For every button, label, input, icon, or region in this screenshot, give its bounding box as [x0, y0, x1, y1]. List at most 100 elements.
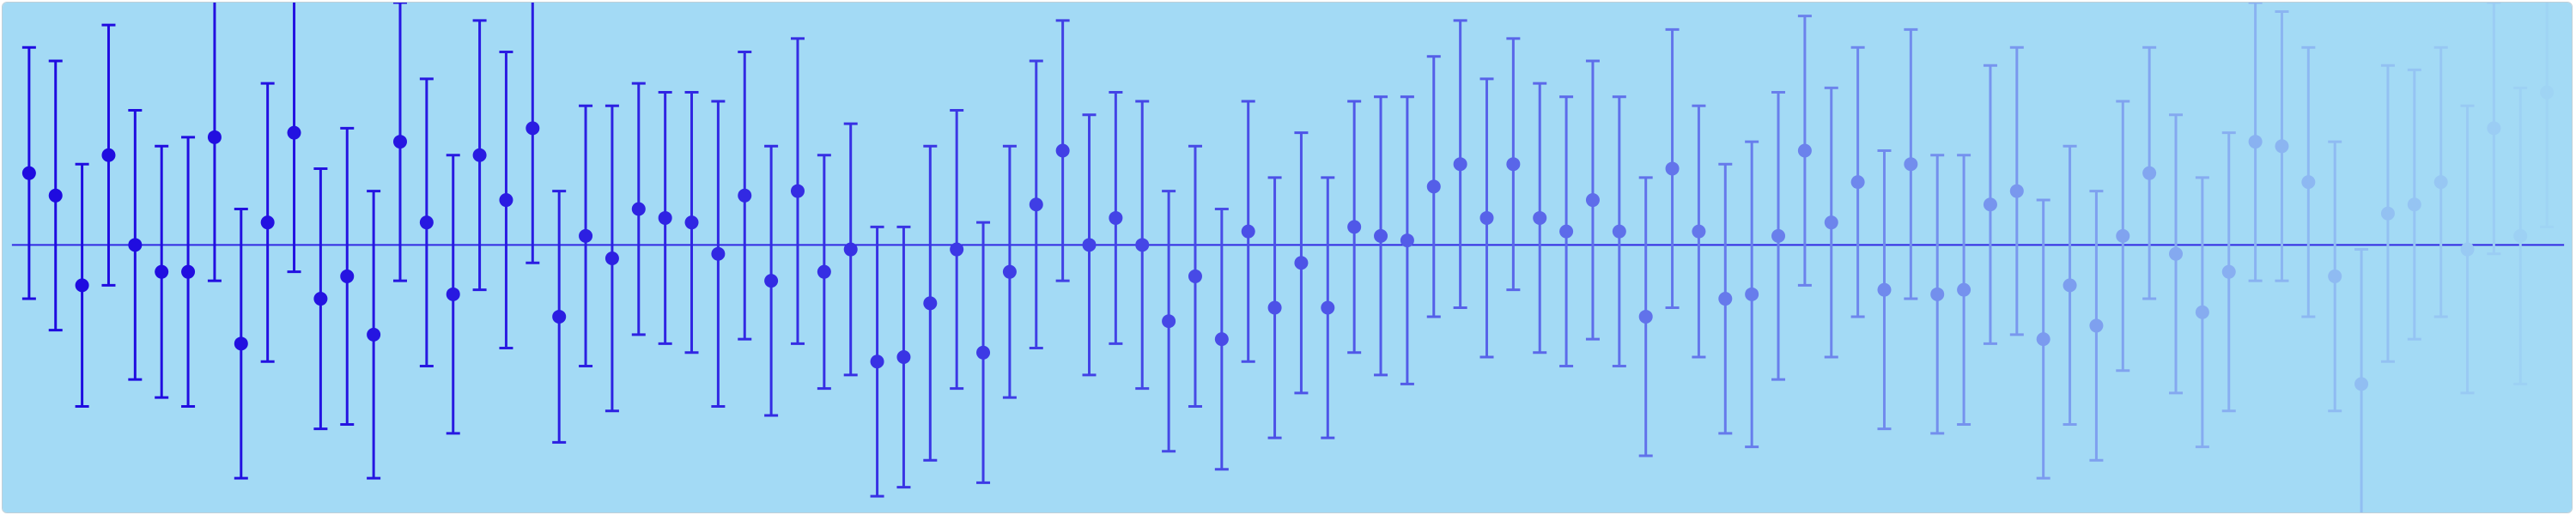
error-bar	[1692, 104, 1706, 359]
data-point	[1797, 143, 1812, 158]
error-bar	[21, 45, 36, 300]
error-bar	[1533, 82, 1547, 354]
error-bar	[2248, 3, 2263, 282]
error-bar-series	[21, 3, 2555, 512]
error-bar	[1267, 176, 1282, 439]
data-point	[684, 215, 699, 230]
error-bar	[1453, 19, 1467, 310]
error-bar	[75, 162, 89, 409]
data-point	[738, 188, 752, 203]
data-point	[2513, 228, 2528, 243]
error-bar	[1214, 207, 1229, 471]
error-bar	[658, 91, 672, 345]
data-point	[1612, 224, 1626, 239]
data-point	[21, 166, 36, 180]
data-point	[446, 287, 460, 301]
error-bar	[287, 3, 301, 274]
data-point	[101, 148, 116, 162]
data-point	[287, 125, 301, 140]
error-bar	[684, 91, 699, 354]
error-bar	[1055, 19, 1070, 282]
error-bar	[155, 144, 169, 399]
data-point	[950, 242, 964, 257]
data-point	[631, 202, 646, 216]
data-point	[1824, 215, 1838, 230]
data-point	[75, 278, 89, 293]
data-point	[2275, 139, 2289, 154]
error-bar	[764, 144, 779, 417]
error-bar	[2142, 45, 2157, 300]
error-bar	[1241, 100, 1255, 363]
data-point	[2169, 246, 2184, 261]
data-point	[1983, 197, 1997, 212]
error-bar	[2354, 248, 2369, 512]
error-bar	[1718, 162, 1733, 435]
error-bar	[1877, 149, 1892, 431]
error-bar	[1188, 144, 1202, 409]
data-point	[2009, 184, 2024, 198]
data-point	[1321, 300, 1335, 315]
data-point	[1506, 157, 1521, 172]
error-bar	[1957, 154, 1971, 426]
data-point	[2116, 228, 2130, 243]
data-point	[870, 354, 884, 369]
data-point	[1957, 282, 1971, 297]
error-bar	[1612, 95, 1626, 367]
error-bar	[1479, 77, 1494, 359]
error-bar	[552, 190, 567, 444]
error-bar	[790, 37, 805, 345]
data-point	[2487, 121, 2501, 136]
error-bar	[2009, 45, 2024, 336]
data-point	[1162, 314, 1176, 329]
data-point	[2354, 377, 2369, 391]
error-bar	[2063, 144, 2077, 426]
error-bar	[1559, 95, 1574, 367]
error-bar	[48, 59, 63, 332]
data-point	[472, 148, 487, 162]
error-bar	[101, 23, 116, 287]
data-point	[1692, 224, 1706, 239]
data-point	[1877, 282, 1892, 297]
error-bar	[870, 225, 884, 498]
error-bar	[472, 19, 487, 292]
error-bar-chart	[3, 3, 2572, 512]
error-bar	[1585, 59, 1600, 341]
error-bar	[1665, 27, 1680, 310]
data-point	[419, 215, 434, 230]
data-point	[896, 350, 911, 365]
error-bar	[1002, 144, 1017, 399]
data-point	[579, 228, 593, 243]
error-bar	[2460, 104, 2475, 395]
error-bar	[1347, 100, 1362, 354]
data-point	[1374, 228, 1388, 243]
data-point	[1135, 238, 1150, 252]
data-point	[1029, 197, 1043, 212]
error-bar	[419, 77, 434, 367]
error-bar	[499, 51, 513, 350]
error-bar	[2487, 3, 2501, 256]
data-point	[499, 193, 513, 208]
error-bar	[260, 82, 275, 363]
data-point	[2089, 318, 2104, 333]
data-point	[260, 215, 275, 230]
data-point	[1665, 161, 1680, 176]
error-bar	[446, 154, 460, 435]
data-point	[976, 345, 991, 360]
error-bar	[2380, 64, 2395, 363]
data-point	[2328, 269, 2342, 283]
data-point	[790, 184, 805, 198]
error-bar	[1374, 95, 1388, 377]
error-bar	[631, 82, 646, 336]
error-bar	[313, 167, 328, 431]
error-bar	[128, 108, 143, 381]
data-point	[1082, 238, 1097, 252]
error-bar	[1162, 190, 1176, 453]
data-point	[155, 264, 169, 279]
data-point	[923, 296, 938, 311]
data-point	[1745, 287, 1759, 301]
data-point	[1109, 210, 1123, 225]
data-point	[2221, 264, 2236, 279]
data-point	[2142, 166, 2157, 180]
error-bar	[2089, 190, 2104, 462]
data-point	[2540, 85, 2555, 100]
